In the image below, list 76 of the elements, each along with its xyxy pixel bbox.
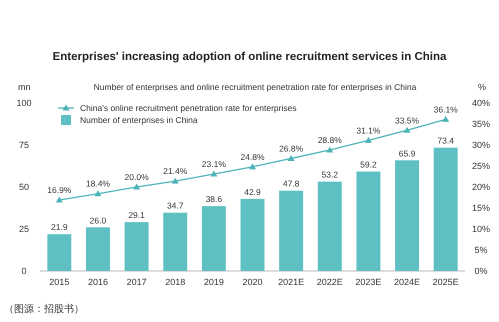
bar <box>86 227 110 271</box>
bar <box>434 148 458 271</box>
data-label: 20.0% <box>124 172 150 182</box>
bar <box>124 222 149 271</box>
data-label: 21.9 <box>51 222 68 232</box>
data-label: 28.8% <box>318 135 342 146</box>
legend-label: China's online recruitment penetration rate for enterprises <box>80 103 297 113</box>
x-tick-label: 2025E <box>432 277 459 287</box>
y2-tick-label: 30% <box>472 140 490 150</box>
y-tick-label: 50 <box>18 182 30 192</box>
data-label: 36.1% <box>434 104 458 114</box>
y2-tick-label: 0% <box>474 266 488 276</box>
bar <box>202 206 226 271</box>
y-tick-label: 0 <box>21 266 27 276</box>
y-tick-label: 75 <box>18 140 30 150</box>
y2-tick-label: 5% <box>474 245 488 255</box>
point <box>94 190 102 196</box>
y-tick-label: 100 <box>16 98 32 108</box>
point <box>364 136 372 143</box>
y2-axis-title: % <box>478 82 486 92</box>
data-label: 29.1 <box>128 210 146 220</box>
y2-tick-label: 35% <box>472 119 490 129</box>
y2-tick-label: 25% <box>472 161 490 171</box>
x-tick-label: 2024E <box>394 277 420 287</box>
point <box>172 178 179 184</box>
point <box>56 196 63 203</box>
y-axis-title: mn <box>18 82 31 92</box>
point <box>210 170 218 176</box>
point <box>442 116 450 122</box>
point <box>249 163 256 170</box>
data-label: 73.4 <box>437 136 454 146</box>
y2-tick-label: 10% <box>472 224 490 234</box>
data-label: 33.5% <box>394 115 420 126</box>
data-label: 38.6 <box>206 194 222 204</box>
legend-label: Number of enterprises in China <box>80 115 198 125</box>
chart-title: Enterprises' increasing adoption of online recruitment services in China <box>52 51 448 63</box>
data-label: 18.4% <box>86 178 110 189</box>
x-tick-label: 2020 <box>242 277 263 287</box>
y2-tick-label: 20% <box>472 182 490 192</box>
x-tick-label: 2019 <box>204 277 224 287</box>
bar <box>240 198 264 271</box>
data-label: 26.8% <box>279 143 304 154</box>
data-label: 59.2 <box>360 160 377 170</box>
x-tick-label: 2018 <box>165 277 186 287</box>
data-label: 53.2 <box>322 170 338 180</box>
x-tick-label: 2015 <box>49 277 70 287</box>
x-tick-label: 2017 <box>126 277 147 287</box>
data-label: 65.9 <box>398 148 416 158</box>
data-label: 23.1% <box>202 158 226 169</box>
x-tick-label: 2022E <box>316 277 343 287</box>
chart-subtitle: Number of enterprises and online recruitment penetration rate for enterprises in China <box>94 82 417 92</box>
text: （图源：招股书） <box>4 303 84 315</box>
data-label: 26.0 <box>90 215 106 226</box>
point <box>288 154 295 161</box>
x-tick-label: 2023E <box>355 277 382 287</box>
bar <box>356 172 380 271</box>
bar <box>318 182 342 271</box>
data-label: 31.1% <box>356 125 381 136</box>
data-label: 42.9 <box>244 186 262 197</box>
data-label: 34.7 <box>166 200 184 211</box>
x-tick-label: 2016 <box>88 277 108 287</box>
bar <box>47 234 72 271</box>
bar <box>163 212 188 271</box>
point <box>133 184 140 190</box>
data-label: 24.8% <box>240 152 265 162</box>
point <box>404 126 411 133</box>
point <box>326 146 334 153</box>
data-label: 16.9% <box>47 185 72 196</box>
y2-tick-label: 15% <box>472 203 490 213</box>
data-label: 47.8 <box>282 178 300 189</box>
y-tick-label: 25 <box>18 224 30 234</box>
y2-tick-label: 40% <box>472 98 490 108</box>
bar <box>279 190 304 271</box>
data-label: 21.4% <box>163 166 188 176</box>
bar <box>395 160 420 271</box>
x-tick-label: 2021E <box>278 277 304 287</box>
